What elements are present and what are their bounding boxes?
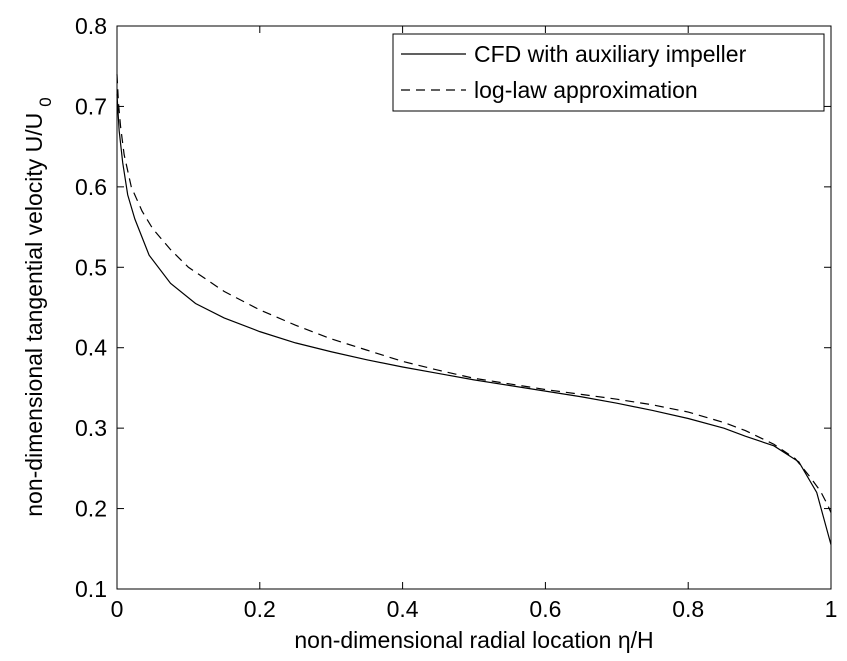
x-tick-label: 0.6: [529, 596, 561, 622]
legend: CFD with auxiliary impeller log-law appro…: [392, 33, 825, 112]
x-tick-label: 0: [111, 596, 124, 622]
y-axis-label-subscript: 0: [36, 97, 55, 106]
x-tick-label: 0.8: [672, 596, 704, 622]
y-tick-label: 0.2: [75, 496, 107, 522]
y-tick-label: 0.3: [75, 415, 107, 441]
y-axis: 0.1 0.2 0.3 0.4 0.5 0.6 0.7 0.8: [75, 13, 831, 602]
y-tick-label: 0.5: [75, 254, 107, 280]
series-line-cfd: [116, 94, 832, 545]
y-axis-label-main: non-dimensional tangential velocity U/U: [21, 113, 47, 517]
y-tick-label: 0.1: [75, 576, 107, 602]
x-axis-label: non-dimensional radial location η/H: [294, 627, 653, 653]
x-tick-label: 0.2: [244, 596, 276, 622]
legend-box: [392, 33, 825, 112]
plot-frame: [116, 25, 832, 590]
x-axis: 0 0.2 0.4 0.6 0.8 1: [111, 26, 838, 622]
y-axis-label: non-dimensional tangential velocity U/U 0: [21, 97, 55, 516]
legend-label: log-law approximation: [474, 77, 698, 103]
legend-label: CFD with auxiliary impeller: [474, 41, 747, 67]
y-tick-label: 0.6: [75, 174, 107, 200]
y-tick-label: 0.4: [75, 335, 107, 361]
x-tick-label: 1: [825, 596, 838, 622]
x-tick-label: 0.4: [387, 596, 419, 622]
y-tick-label: 0.8: [75, 13, 107, 39]
series-line-log-law: [116, 74, 832, 513]
y-tick-label: 0.7: [75, 93, 107, 119]
plot-lines: [116, 74, 832, 545]
